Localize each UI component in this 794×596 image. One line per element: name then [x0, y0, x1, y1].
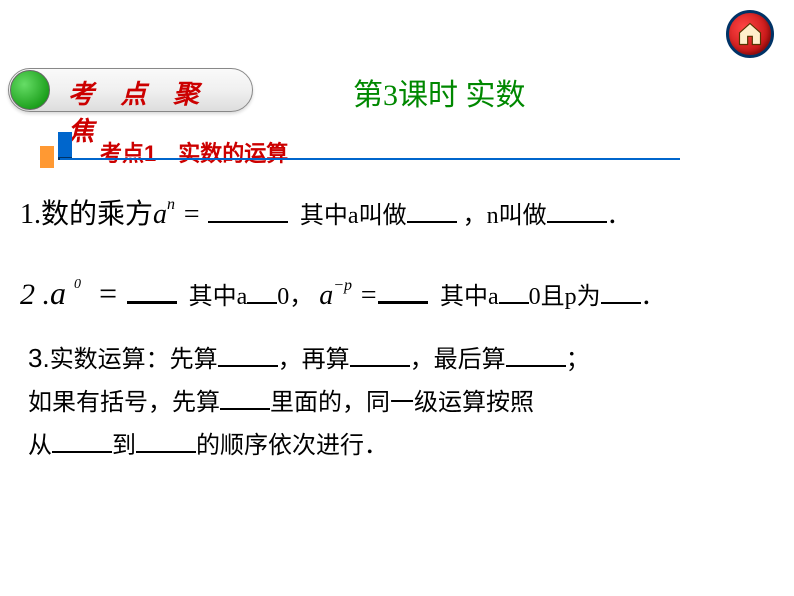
content-line-2: 2 .a 0 = 其中a 0， a−p = 其中a 0且p为 ． [20, 265, 790, 323]
header-row: 考 点 聚 焦 第3课时 实数 [8, 68, 788, 116]
blank-3e [52, 451, 112, 453]
text-3a: 实数运算：先算 [50, 347, 218, 373]
text-3b: ，再算 [278, 347, 350, 373]
marker-icon [40, 128, 80, 168]
blank-1c [547, 221, 607, 223]
blank-3f [136, 451, 196, 453]
item-label-1: 数的乘方 [41, 199, 153, 230]
content-line-3: 3.实数运算：先算 ，再算 ，最后算 ； 如果有括号，先算 里面的，同一级运算按照 从 到… [28, 335, 788, 469]
subtopic-row: 考点1 实数的运算 [40, 128, 640, 168]
text-3f: 里面的，同一级运算按照 [270, 390, 534, 416]
formula-a-neg-p: a−p = [319, 280, 378, 311]
text-2b: 0， [277, 284, 313, 310]
item-number-3: 3. [28, 343, 50, 373]
text-3c: ，最后算 [410, 347, 506, 373]
period-1: ． [607, 203, 631, 229]
text-3d: ； [566, 347, 590, 373]
page-title: 第3课时 实数 [353, 70, 526, 114]
blank-2c [378, 301, 428, 304]
home-icon[interactable] [726, 10, 774, 58]
text-1b: ，n叫做 [463, 203, 547, 229]
item-number-1: 1. [20, 199, 41, 230]
blank-1b [407, 221, 457, 223]
text-2d: 0且p为 [529, 284, 601, 310]
blank-2a [127, 301, 177, 304]
section-badge: 考 点 聚 焦 [8, 68, 253, 116]
blank-3d [220, 408, 270, 410]
formula-a-0: a 0 = [50, 275, 127, 311]
subtopic-underline [60, 158, 680, 160]
text-1a: 其中a叫做 [300, 203, 407, 229]
blank-3a [218, 365, 278, 367]
blank-2e [601, 302, 641, 304]
period-2: ． [641, 284, 665, 310]
text-3e: 如果有括号，先算 [28, 390, 220, 416]
blank-3c [506, 365, 566, 367]
item-number-2: 2 . [20, 278, 50, 311]
subtopic-label: 考点1 实数的运算 [100, 136, 288, 168]
text-3h: 到 [112, 433, 136, 459]
formula-a-n: an = [153, 199, 208, 230]
badge-circle-icon [10, 70, 50, 110]
text-2a: 其中a [189, 284, 248, 310]
blank-1a [208, 221, 288, 223]
blank-3b [350, 365, 410, 367]
blank-2d [499, 302, 529, 304]
text-2c: 其中a [440, 284, 499, 310]
text-3g: 从 [28, 433, 52, 459]
blank-2b [247, 302, 277, 304]
content-line-1: 1.数的乘方an = 其中a叫做 ，n叫做 ． [20, 190, 790, 240]
text-3i: 的顺序依次进行． [196, 433, 388, 459]
